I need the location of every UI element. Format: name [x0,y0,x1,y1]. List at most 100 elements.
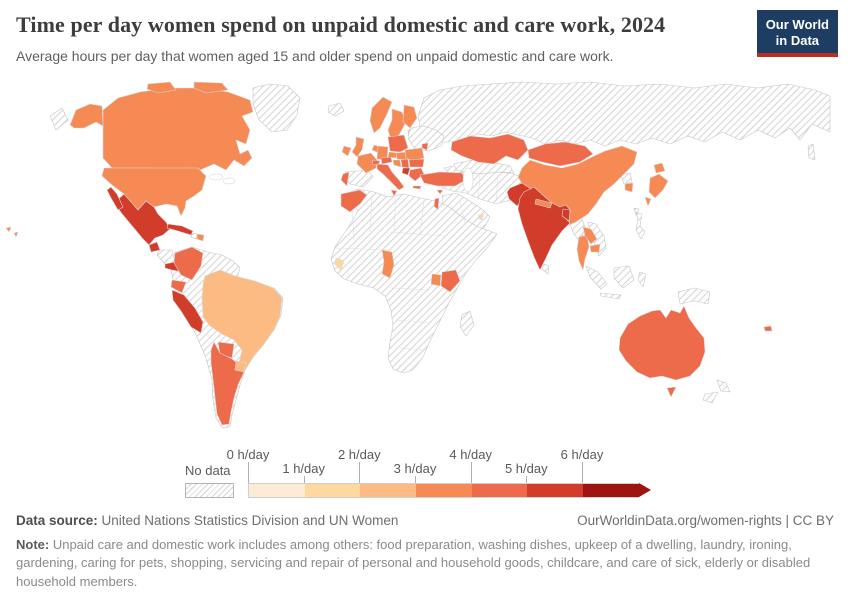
owid-logo-line1: Our World [765,17,829,32]
country-albania-north-macedonia[interactable] [401,167,411,176]
country-peru[interactable] [171,289,204,334]
legend-bin-0-1[interactable] [249,484,305,497]
country-iceland[interactable] [327,102,345,117]
country-cameroon[interactable] [381,249,395,279]
country-austria[interactable] [380,156,393,165]
country-united-states-alaska[interactable] [69,103,104,129]
rights-link[interactable]: OurWorldinData.org/women-rights | CC BY [577,513,834,528]
legend-bin-2-3[interactable] [360,484,417,497]
country-japan-hokkaido[interactable] [653,162,666,174]
country-greece[interactable] [408,167,425,182]
country-mexico-baja[interactable] [106,186,124,211]
country-russia-chukotka[interactable] [49,107,69,131]
country-united-states-hawaii-1[interactable] [5,226,12,233]
country-canada[interactable] [102,87,254,171]
country-new-zealand-south[interactable] [702,391,719,404]
country-madagascar[interactable] [459,310,475,337]
country-greenland[interactable] [252,83,301,133]
country-honduras-nicaragua[interactable] [156,249,176,265]
country-united-states-hawaii-2[interactable] [13,231,19,238]
country-ireland[interactable] [341,145,352,157]
country-guatemala[interactable] [148,241,161,253]
country-cuba[interactable] [166,223,194,236]
country-united-kingdom[interactable] [351,136,365,158]
country-colombia[interactable] [173,246,204,281]
country-norway[interactable] [369,96,393,134]
country-turkey[interactable] [419,171,467,187]
country-papua-new-guinea[interactable] [677,287,711,305]
country-indonesia-java[interactable] [599,292,622,300]
country-indonesia-sumatra[interactable] [585,265,608,290]
country-brazil[interactable] [201,269,283,370]
country-thailand[interactable] [576,234,590,271]
country-sri-lanka[interactable] [541,263,550,275]
country-argentina[interactable] [210,341,245,426]
country-croatia[interactable] [392,159,402,168]
legend-bin-5-6[interactable] [527,484,584,497]
country-czechia[interactable] [387,151,399,159]
country-new-zealand-north[interactable] [716,379,731,393]
country-liberia[interactable] [334,257,345,271]
country-mongolia[interactable] [527,141,594,167]
country-indonesia-sulawesi[interactable] [637,271,647,288]
region-africa-no-data[interactable] [330,188,498,374]
country-north-korea[interactable] [620,172,633,185]
legend-bin-4-5[interactable] [471,484,528,497]
country-serbia[interactable] [400,158,410,169]
country-japan-honshu[interactable] [648,173,669,199]
country-kenya[interactable] [440,269,461,293]
country-indonesia-borneo[interactable] [613,265,635,289]
country-mexico[interactable] [113,193,171,246]
no-data-swatch[interactable] [185,483,234,498]
legend-tick-label-6: 6 h/day [560,447,604,462]
country-australia[interactable] [618,305,706,381]
country-australia-tasmania[interactable] [666,386,677,398]
country-nepal[interactable] [534,198,553,209]
country-italy[interactable] [376,163,405,191]
legend-tick-5 [526,476,528,483]
country-portugal[interactable] [340,171,350,187]
country-dominican-republic[interactable] [196,233,205,242]
country-laos[interactable] [582,226,598,245]
no-data-label: No data [185,463,231,478]
country-taiwan[interactable] [633,207,640,216]
country-moldova[interactable] [421,142,429,151]
country-japan-kyushu[interactable] [644,196,652,207]
country-south-korea[interactable] [624,182,634,193]
country-bangladesh[interactable] [561,208,571,222]
caspian-sea [462,167,474,193]
country-poland[interactable] [387,134,409,153]
country-philippines[interactable] [635,211,646,240]
country-fiji[interactable] [763,325,773,332]
country-kazakhstan[interactable] [450,133,529,165]
country-finland[interactable] [402,104,418,129]
legend-tick-label-3: 3 h/day [393,461,437,476]
page-title: Time per day women spend on unpaid domes… [16,12,666,37]
country-haiti[interactable] [190,232,198,240]
legend-bin-1-2[interactable] [304,484,361,497]
country-russia[interactable] [417,81,831,147]
country-ecuador[interactable] [170,279,187,294]
country-united-states[interactable] [101,167,207,217]
country-qatar[interactable] [477,213,484,221]
country-uganda[interactable] [430,273,442,287]
owid-logo[interactable]: Our World in Data [756,10,838,58]
legend-bin-6-plus[interactable] [583,484,639,497]
country-italy-sicily[interactable] [390,189,398,197]
legend-tick-2 [359,462,361,483]
country-greece-crete[interactable] [412,185,422,190]
country-france[interactable] [356,152,378,174]
country-russia-sakhalin[interactable] [807,143,816,161]
country-israel[interactable] [433,197,440,211]
country-canada-arctic-2[interactable] [193,81,229,94]
country-canada-arctic-1[interactable] [146,81,177,94]
country-bulgaria[interactable] [408,158,425,168]
country-cyprus[interactable] [436,189,444,195]
legend-tick-1 [303,476,305,483]
country-ukraine-belarus[interactable] [407,125,445,152]
legend-bin-3-4[interactable] [416,484,472,497]
legend-tick-label-2: 2 h/day [337,447,381,462]
country-morocco[interactable] [340,189,368,213]
legend-tick-label-5: 5 h/day [504,461,548,476]
country-cambodia[interactable] [589,243,601,253]
